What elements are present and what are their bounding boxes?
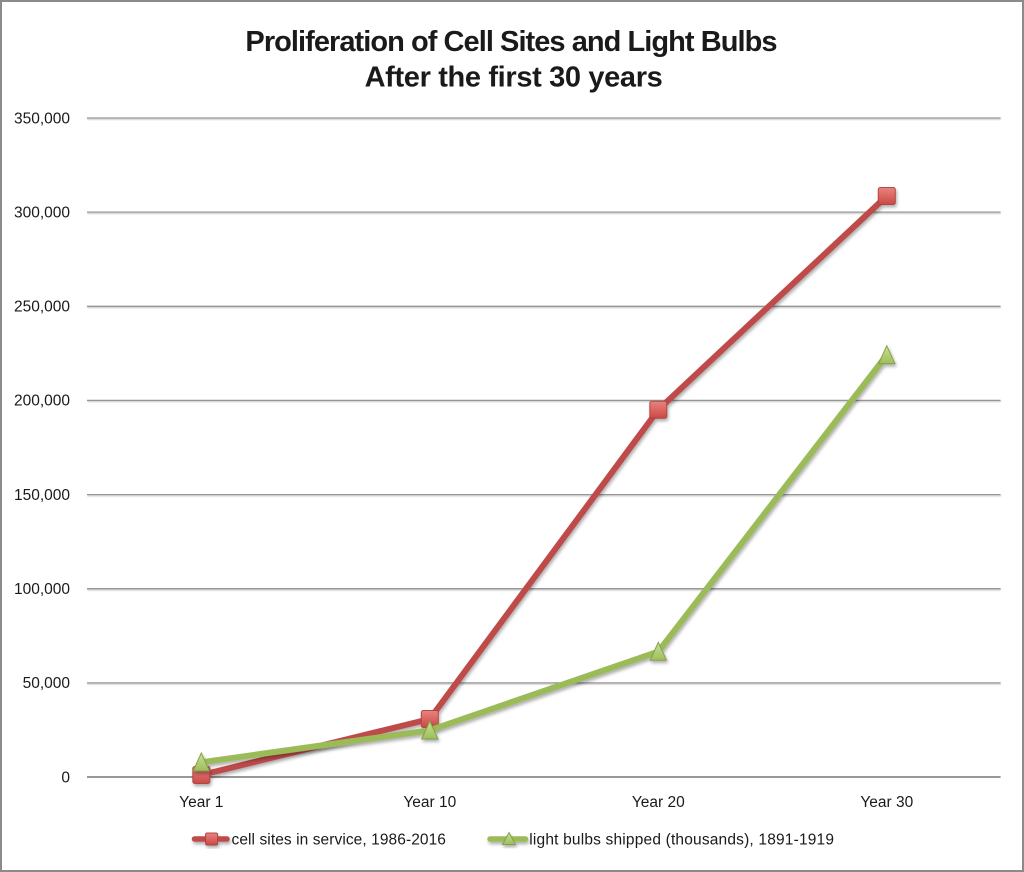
svg-text:350,000: 350,000 — [14, 110, 70, 127]
svg-text:250,000: 250,000 — [14, 299, 70, 316]
svg-text:200,000: 200,000 — [14, 393, 70, 410]
svg-text:Proliferation of Cell Sites an: Proliferation of Cell Sites and Light Bu… — [245, 26, 776, 58]
svg-text:Year 10: Year 10 — [403, 794, 456, 811]
svg-text:150,000: 150,000 — [14, 487, 70, 504]
svg-text:Year 1: Year 1 — [179, 794, 223, 811]
svg-text:Year 30: Year 30 — [860, 794, 913, 811]
svg-text:light bulbs shipped (thousands: light bulbs shipped (thousands), 1891-19… — [529, 832, 834, 849]
svg-text:Year 20: Year 20 — [632, 794, 685, 811]
svg-text:50,000: 50,000 — [23, 675, 71, 692]
svg-text:100,000: 100,000 — [14, 581, 70, 598]
svg-text:cell sites in service, 1986-20: cell sites in service, 1986-2016 — [232, 832, 447, 849]
svg-text:After the first 30 years: After the first 30 years — [365, 62, 663, 94]
svg-text:300,000: 300,000 — [14, 204, 70, 221]
svg-text:0: 0 — [61, 769, 70, 786]
